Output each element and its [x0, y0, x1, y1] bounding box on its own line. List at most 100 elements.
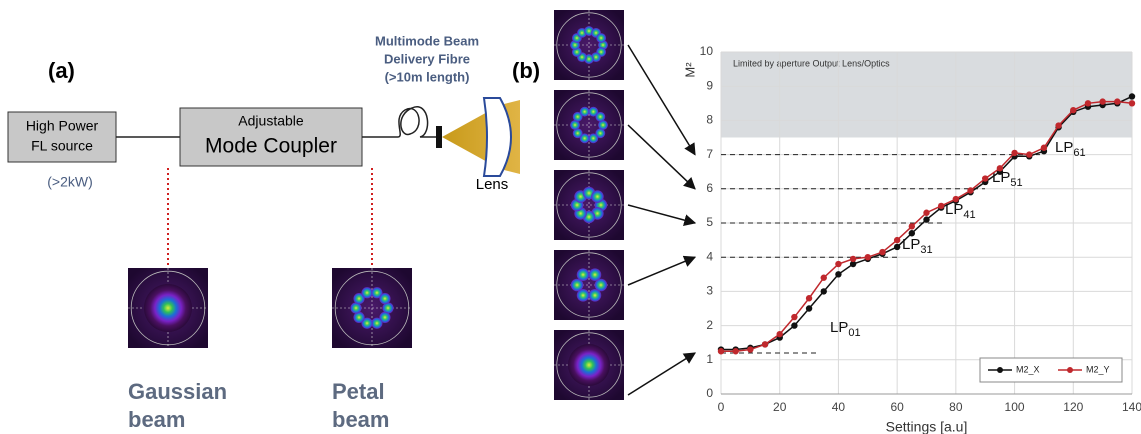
- beam-label: Petal: [332, 379, 385, 404]
- series-point: [865, 254, 871, 260]
- series-point: [835, 261, 841, 267]
- panel-label: (b): [512, 58, 540, 83]
- coupler-label: Adjustable: [238, 113, 304, 129]
- lens-label: Lens: [476, 176, 509, 193]
- coupler-label: Mode Coupler: [205, 135, 337, 158]
- series-point: [923, 210, 929, 216]
- series-point: [806, 295, 812, 301]
- fibre-end: [436, 126, 442, 148]
- mode-index: 01: [848, 327, 860, 339]
- x-tick-label: 60: [890, 400, 904, 414]
- mode-name: LP: [830, 319, 848, 336]
- petal-lobe: [589, 289, 602, 302]
- fibre-coil: [362, 107, 436, 137]
- profile-bg: [554, 170, 624, 240]
- petal-lobe: [379, 293, 390, 304]
- beam-label: Gaussian: [128, 379, 227, 404]
- mode-index: 31: [920, 244, 932, 256]
- petal-lobe: [591, 190, 604, 203]
- arrow: [628, 257, 695, 285]
- beam-profile: [554, 330, 624, 400]
- x-tick-label: 40: [832, 400, 846, 414]
- series-point: [1070, 107, 1076, 113]
- series-point: [1129, 93, 1135, 99]
- series-point: [909, 230, 915, 236]
- y-tick-label: 6: [706, 181, 713, 195]
- series-point: [718, 348, 724, 354]
- beam-profile: [554, 10, 624, 80]
- series-point: [1011, 150, 1017, 156]
- series-point: [879, 249, 885, 255]
- series-point: [1026, 151, 1032, 157]
- series-point: [821, 288, 827, 294]
- arrow: [628, 125, 695, 189]
- series-point: [953, 196, 959, 202]
- series-point: [821, 275, 827, 281]
- profile-bg: [554, 90, 624, 160]
- series-point: [894, 237, 900, 243]
- fibre-label: Delivery Fibre: [384, 51, 470, 66]
- y-tick-label: 0: [706, 386, 713, 400]
- series-point: [806, 305, 812, 311]
- legend-label: M2_Y: [1086, 364, 1110, 374]
- petal-lobe: [580, 107, 590, 117]
- figure: (a) High Power FL source (>2kW) Adjustab…: [0, 0, 1141, 434]
- mode-name: LP: [1055, 139, 1073, 156]
- series-point: [909, 223, 915, 229]
- x-axis-label: Settings [a.u]: [886, 419, 968, 434]
- beam-profile: [128, 268, 208, 348]
- series-point: [923, 216, 929, 222]
- series-point: [732, 348, 738, 354]
- petal-lobe: [577, 268, 590, 281]
- series-point: [894, 244, 900, 250]
- arrow: [628, 353, 695, 395]
- mode-index: 61: [1073, 147, 1085, 159]
- y-tick-label: 7: [706, 147, 713, 161]
- series-point: [777, 331, 783, 337]
- series-point: [762, 341, 768, 347]
- series-point: [1114, 98, 1120, 104]
- petal-lobe: [361, 287, 372, 298]
- series-point: [1055, 122, 1061, 128]
- chart: Limited by aperture Output Lens/Optics01…: [628, 44, 1141, 434]
- x-tick-label: 80: [949, 400, 963, 414]
- beam-label: beam: [128, 407, 185, 432]
- series-point: [791, 314, 797, 320]
- source-label: FL source: [31, 138, 93, 154]
- series-point: [791, 322, 797, 328]
- mode-label: LP61: [1055, 139, 1086, 159]
- y-tick-label: 3: [706, 284, 713, 298]
- region-label: Limited by aperture Output Lens/Optics: [733, 58, 890, 68]
- x-tick-label: 100: [1005, 400, 1025, 414]
- x-tick-label: 20: [773, 400, 787, 414]
- y-tick-label: 5: [706, 215, 713, 229]
- series-point: [1085, 100, 1091, 106]
- series-point: [747, 346, 753, 352]
- legend-label: M2_X: [1016, 364, 1040, 374]
- petal-lobe: [589, 268, 602, 281]
- source-label: High Power: [26, 118, 99, 134]
- mode-label: LP51: [992, 169, 1023, 189]
- source-power: (>2kW): [47, 174, 93, 190]
- series-point: [835, 271, 841, 277]
- mode-index: 51: [1010, 177, 1022, 189]
- arrow: [628, 205, 695, 223]
- gaussian-spot: [568, 344, 610, 386]
- y-tick-label: 8: [706, 113, 713, 127]
- petal-lobe: [371, 318, 382, 329]
- mode-label: LP01: [830, 319, 861, 339]
- x-tick-label: 120: [1063, 400, 1083, 414]
- petal-lobe: [588, 133, 598, 143]
- panel-label: (a): [48, 58, 75, 83]
- legend-swatch: [1067, 367, 1073, 373]
- series-point: [1129, 100, 1135, 106]
- mode-index: 41: [963, 209, 975, 221]
- beam-profile: [332, 268, 412, 348]
- petal-lobe: [596, 33, 606, 43]
- profile-bg: [554, 250, 624, 320]
- y-tick-label: 2: [706, 318, 713, 332]
- y-tick-label: 4: [706, 249, 713, 263]
- series-point: [938, 203, 944, 209]
- petal-lobe: [595, 112, 605, 122]
- fibre-label: Multimode Beam: [375, 33, 479, 48]
